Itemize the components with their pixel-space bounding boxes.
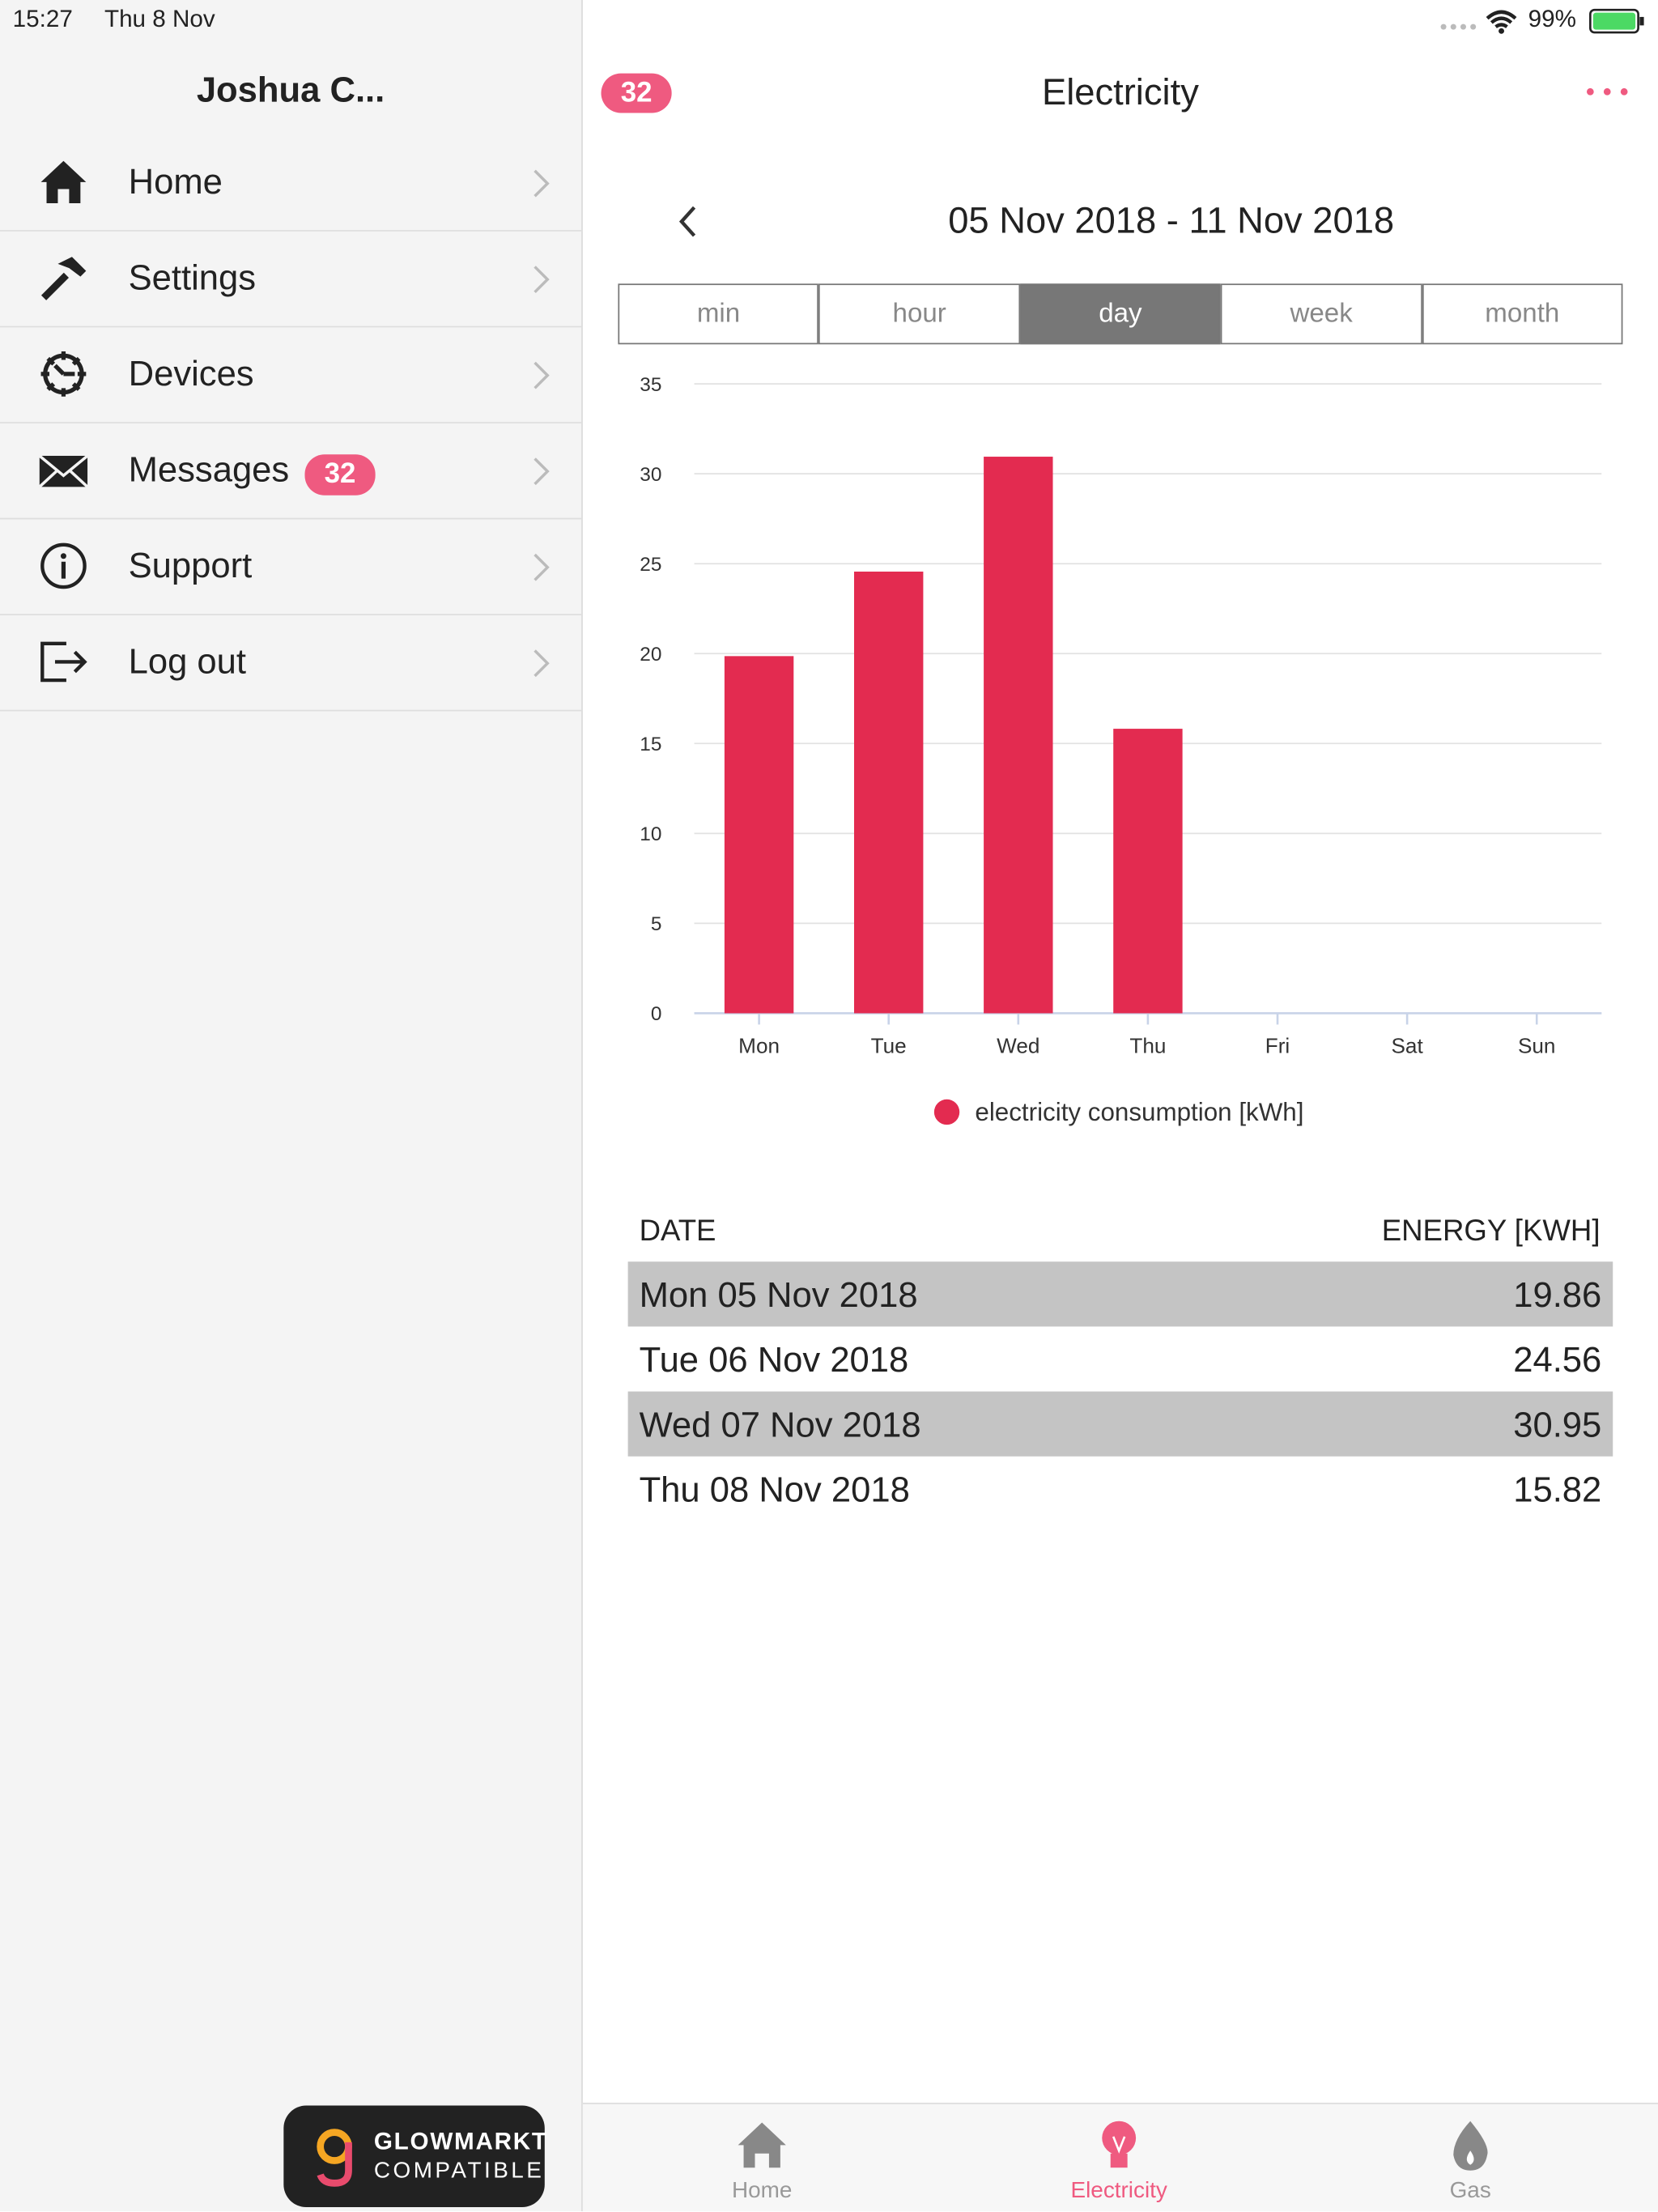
message-badge: 32 xyxy=(304,454,376,496)
menu-label: Home xyxy=(128,162,223,202)
tab-bar-label[interactable]: Home xyxy=(732,2179,793,2203)
tab-bar-label[interactable]: Electricity xyxy=(1070,2179,1167,2203)
x-tick-label: Fri xyxy=(1265,1033,1290,1057)
row-energy: 24.56 xyxy=(1513,1340,1602,1380)
chevron xyxy=(534,649,550,678)
y-tick-label: 15 xyxy=(640,734,661,755)
home-icon xyxy=(40,160,87,203)
wifi-icon xyxy=(1486,10,1517,34)
bar xyxy=(854,571,924,1014)
y-tick-label: 5 xyxy=(651,913,662,935)
menu-support[interactable]: Support xyxy=(0,519,582,615)
logo-line1: GLOWMARKT xyxy=(373,2128,548,2155)
x-tick-label: Sat xyxy=(1392,1033,1424,1057)
menu-messages[interactable]: Messages 32 xyxy=(0,423,582,520)
chevron xyxy=(534,361,550,389)
header-badge[interactable]: 32 xyxy=(601,73,672,113)
user-name: Joshua C... xyxy=(196,70,385,110)
x-tick-label: Tue xyxy=(871,1033,907,1057)
logo-line2: COMPATIBLE xyxy=(373,2159,545,2184)
bar xyxy=(984,457,1053,1014)
x-tick-label: Thu xyxy=(1129,1033,1166,1057)
x-tick-label: Wed xyxy=(997,1033,1039,1057)
tab-icon[interactable] xyxy=(1090,2116,1147,2173)
chevron xyxy=(534,457,550,486)
menu-devices[interactable]: Devices xyxy=(0,327,582,423)
legend-label[interactable]: electricity consumption [kWh] xyxy=(975,1098,1303,1126)
header-title: Electricity xyxy=(1041,70,1199,113)
table-header-energy: ENERGY [KWH] xyxy=(1381,1214,1601,1248)
battery-icon xyxy=(1589,8,1644,34)
battery-level: 99% xyxy=(1528,5,1576,33)
y-tick-label: 25 xyxy=(640,554,661,576)
chevron xyxy=(534,169,550,198)
period-tab[interactable]: min xyxy=(618,283,819,345)
logout-icon xyxy=(40,641,87,683)
menu-label: Support xyxy=(128,546,253,586)
logo-mark xyxy=(317,2129,352,2187)
menu-label: Devices xyxy=(128,354,254,394)
row-date: Tue 06 Nov 2018 xyxy=(639,1340,909,1380)
info-icon xyxy=(40,542,87,589)
y-tick-label: 20 xyxy=(640,644,661,666)
row-energy: 30.95 xyxy=(1513,1406,1602,1445)
bar xyxy=(1113,729,1183,1014)
chevron xyxy=(534,266,550,294)
menu-logout[interactable]: Log out xyxy=(0,615,582,712)
menu-label: Settings xyxy=(128,257,257,298)
period-tab[interactable]: month xyxy=(1422,283,1623,345)
y-tick-label: 30 xyxy=(640,464,661,486)
date-range: 05 Nov 2018 - 11 Nov 2018 xyxy=(948,198,1395,242)
x-tick-label: Mon xyxy=(738,1033,780,1057)
more-button[interactable] xyxy=(1586,85,1628,99)
tab-icon[interactable] xyxy=(1442,2116,1499,2173)
row-date: Wed 07 Nov 2018 xyxy=(639,1406,921,1445)
mail-icon xyxy=(38,454,89,488)
chart: 0 5 10 15 20 25 30 35 Mon Tue Wed Thu Fri Sat Sun elect… xyxy=(640,374,1602,1126)
bar xyxy=(724,656,794,1014)
row-date: Mon 05 Nov 2018 xyxy=(639,1275,918,1316)
chevron xyxy=(534,553,550,581)
tab-bar-label[interactable]: Gas xyxy=(1449,2179,1491,2203)
row-energy: 15.82 xyxy=(1513,1470,1602,1510)
x-tick-label: Sun xyxy=(1518,1033,1555,1057)
gear-icon xyxy=(40,351,87,397)
table-row: Mon 05 Nov 2018 19.86 xyxy=(627,1261,1613,1327)
row-energy: 19.86 xyxy=(1513,1275,1602,1316)
back-button[interactable] xyxy=(678,205,700,239)
signal-dots xyxy=(1439,14,1482,39)
menu-label: Messages xyxy=(128,450,290,490)
status-date: Thu 8 Nov xyxy=(104,5,215,33)
row-date: Thu 08 Nov 2018 xyxy=(639,1470,910,1510)
period-tab[interactable]: day xyxy=(1019,283,1222,345)
tab-icon[interactable] xyxy=(733,2116,790,2173)
legend-marker xyxy=(933,1099,960,1125)
period-tab[interactable]: hour xyxy=(818,283,1020,345)
y-tick-label: 10 xyxy=(640,823,661,845)
menu-label: Log out xyxy=(128,642,247,682)
table-header-date: DATE xyxy=(639,1214,716,1248)
sidebar: 15:27 Thu 8 Nov Joshua C... Home Setting… xyxy=(0,0,583,2212)
menu-home[interactable]: Home xyxy=(0,135,582,232)
menu-settings[interactable]: Settings xyxy=(0,232,582,328)
table-row: Thu 08 Nov 2018 15.82 xyxy=(628,1457,1613,1521)
period-tab[interactable]: week xyxy=(1221,283,1422,345)
hammer-icon xyxy=(40,257,87,300)
y-tick-label: 0 xyxy=(651,1003,662,1025)
glowmarkt-logo: GLOWMARKT COMPATIBLE xyxy=(283,2105,546,2208)
y-tick-label: 35 xyxy=(640,374,661,396)
table-row: Tue 06 Nov 2018 24.56 xyxy=(628,1326,1613,1391)
status-time: 15:27 xyxy=(12,5,73,33)
table-row: Wed 07 Nov 2018 30.95 xyxy=(627,1391,1613,1457)
